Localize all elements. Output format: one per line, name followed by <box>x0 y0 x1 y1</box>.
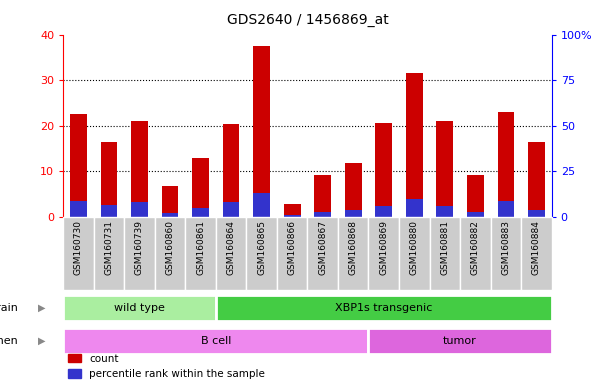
Text: wild type: wild type <box>114 303 165 313</box>
Bar <box>216 217 246 290</box>
Bar <box>498 112 514 217</box>
Text: strain: strain <box>0 303 18 313</box>
Bar <box>406 199 423 217</box>
Text: GSM160882: GSM160882 <box>471 220 480 275</box>
Bar <box>498 202 514 217</box>
Bar <box>100 142 117 217</box>
Bar <box>246 217 277 290</box>
Legend: count, percentile rank within the sample: count, percentile rank within the sample <box>69 354 265 379</box>
Text: ▶: ▶ <box>38 336 46 346</box>
Text: GSM160867: GSM160867 <box>318 220 327 275</box>
Bar <box>521 217 552 290</box>
Bar <box>124 217 154 290</box>
Bar <box>338 217 368 290</box>
Bar <box>528 210 545 217</box>
Bar <box>63 295 216 321</box>
Bar <box>345 163 362 217</box>
Bar <box>399 217 430 290</box>
Bar <box>222 124 239 217</box>
Bar <box>63 217 94 290</box>
Bar <box>284 215 300 217</box>
Bar <box>131 121 148 217</box>
Bar <box>222 202 239 217</box>
Text: GSM160881: GSM160881 <box>441 220 450 275</box>
Bar <box>314 212 331 217</box>
Text: GSM160731: GSM160731 <box>105 220 114 275</box>
Bar <box>460 217 490 290</box>
Bar <box>528 142 545 217</box>
Text: GSM160884: GSM160884 <box>532 220 541 275</box>
Bar <box>314 175 331 217</box>
Bar <box>430 217 460 290</box>
Text: XBP1s transgenic: XBP1s transgenic <box>335 303 433 313</box>
Bar <box>192 208 209 217</box>
Bar <box>253 193 270 217</box>
Bar <box>131 202 148 217</box>
Bar <box>216 295 552 321</box>
Text: GSM160869: GSM160869 <box>379 220 388 275</box>
Bar <box>63 328 368 354</box>
Bar <box>253 46 270 217</box>
Text: ▶: ▶ <box>38 303 46 313</box>
Text: GSM160868: GSM160868 <box>349 220 358 275</box>
Bar <box>345 210 362 217</box>
Text: specimen: specimen <box>0 336 18 346</box>
Text: GSM160866: GSM160866 <box>288 220 297 275</box>
Bar <box>376 206 392 217</box>
Bar <box>192 158 209 217</box>
Bar <box>162 186 178 217</box>
Bar <box>70 200 87 217</box>
Bar <box>467 175 484 217</box>
Text: GSM160883: GSM160883 <box>501 220 510 275</box>
Bar <box>368 217 399 290</box>
Text: B cell: B cell <box>201 336 231 346</box>
Bar <box>490 217 521 290</box>
Bar <box>436 206 453 217</box>
Bar <box>376 124 392 217</box>
Text: GSM160861: GSM160861 <box>196 220 205 275</box>
Text: GDS2640 / 1456869_at: GDS2640 / 1456869_at <box>227 13 388 27</box>
Text: GSM160860: GSM160860 <box>165 220 174 275</box>
Bar <box>70 114 87 217</box>
Text: GSM160730: GSM160730 <box>74 220 83 275</box>
Bar <box>467 212 484 217</box>
Text: GSM160865: GSM160865 <box>257 220 266 275</box>
Bar <box>436 121 453 217</box>
Text: tumor: tumor <box>443 336 477 346</box>
Bar <box>368 328 552 354</box>
Text: GSM160739: GSM160739 <box>135 220 144 275</box>
Text: GSM160880: GSM160880 <box>410 220 419 275</box>
Bar <box>185 217 216 290</box>
Bar <box>100 205 117 217</box>
Bar <box>162 214 178 217</box>
Bar <box>94 217 124 290</box>
Bar <box>154 217 185 290</box>
Bar <box>406 73 423 217</box>
Bar <box>284 204 300 217</box>
Text: GSM160864: GSM160864 <box>227 220 236 275</box>
Bar <box>308 217 338 290</box>
Bar <box>277 217 308 290</box>
